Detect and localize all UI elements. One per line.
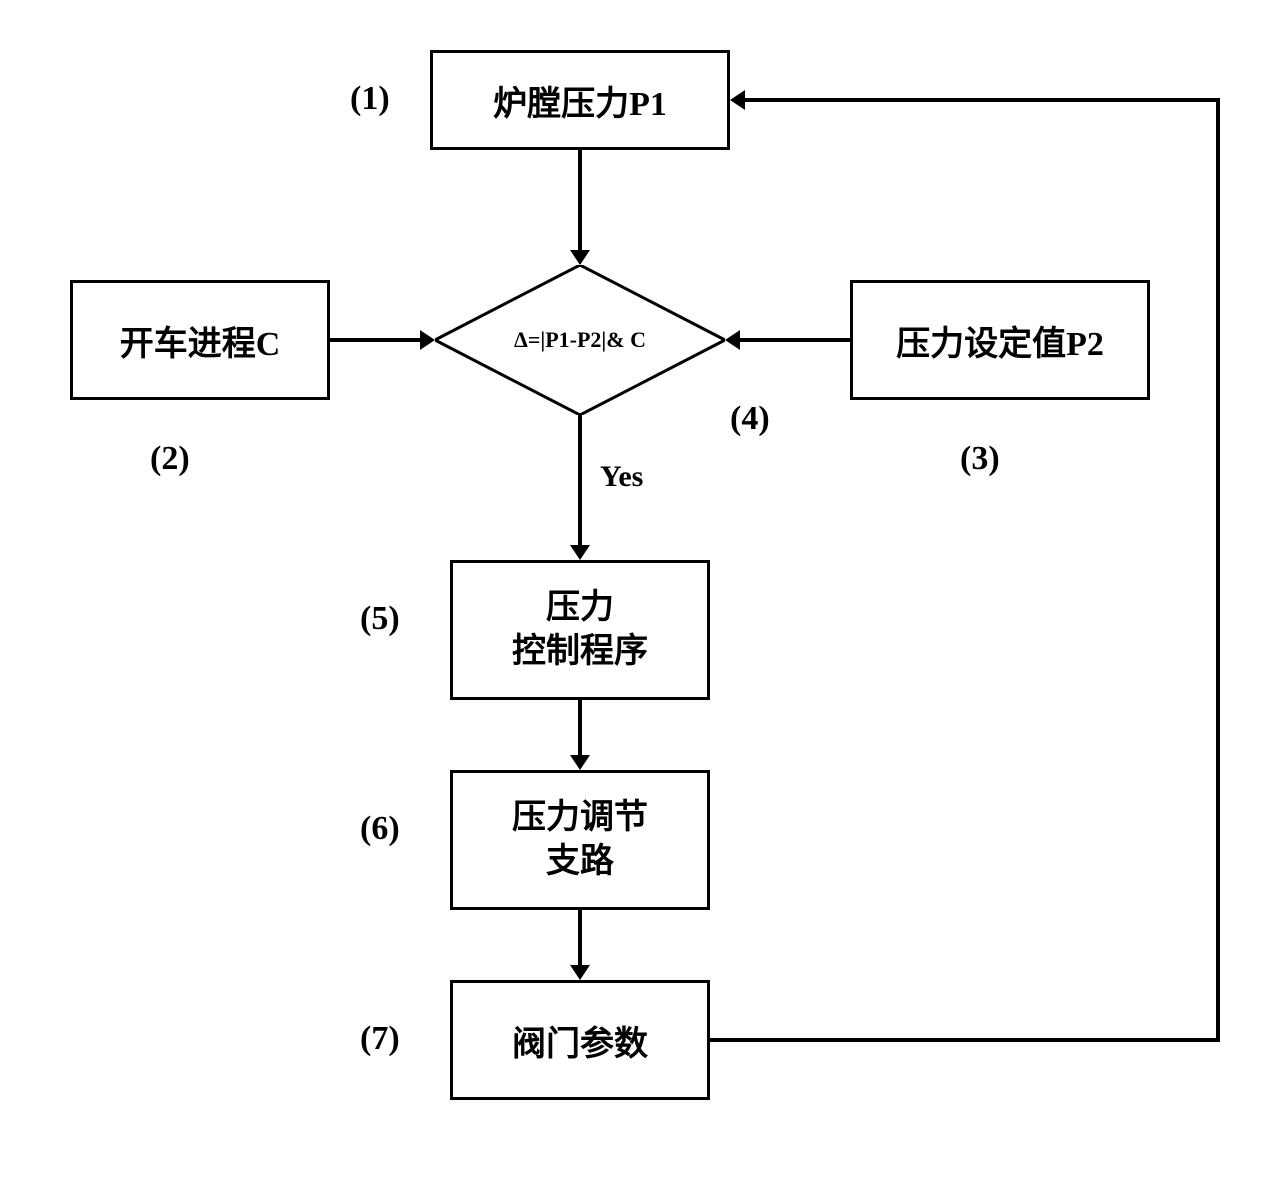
- edge-n5-n6: [578, 700, 582, 755]
- node-furnace-pressure: 炉膛压力P1: [430, 50, 730, 150]
- node-text: Δ=|P1-P2|& C: [514, 327, 646, 353]
- label-3: (3): [960, 440, 1000, 478]
- edge-n3-n4: [740, 338, 850, 342]
- node-text: 炉膛压力P1: [493, 76, 667, 125]
- node-decision: Δ=|P1-P2|& C: [435, 265, 725, 415]
- arrowhead-icon: [570, 545, 590, 560]
- edge-n6-n7: [578, 910, 582, 965]
- arrowhead-icon: [420, 330, 435, 350]
- arrowhead-icon: [570, 965, 590, 980]
- edge-n7-n1-v: [1216, 98, 1220, 1042]
- arrowhead-icon: [725, 330, 740, 350]
- node-pressure-control-program: 压力 控制程序: [450, 560, 710, 700]
- node-text: 阀门参数: [512, 1016, 648, 1065]
- label-5: (5): [360, 600, 400, 638]
- node-text: 开车进程C: [120, 316, 281, 365]
- node-startup-process: 开车进程C: [70, 280, 330, 400]
- node-valve-parameters: 阀门参数: [450, 980, 710, 1100]
- edge-n4-n5: [578, 415, 582, 545]
- node-pressure-regulation-branch: 压力调节 支路: [450, 770, 710, 910]
- arrowhead-icon: [570, 755, 590, 770]
- node-text: 压力设定值P2: [896, 316, 1104, 365]
- label-7: (7): [360, 1020, 400, 1058]
- node-text: 压力调节 支路: [512, 796, 648, 884]
- edge-n1-n4: [578, 150, 582, 250]
- label-1: (1): [350, 80, 390, 118]
- node-pressure-setpoint: 压力设定值P2: [850, 280, 1150, 400]
- node-text: 压力 控制程序: [512, 586, 648, 674]
- arrowhead-icon: [570, 250, 590, 265]
- label-4: (4): [730, 400, 770, 438]
- label-2: (2): [150, 440, 190, 478]
- edge-n2-n4: [330, 338, 420, 342]
- edge-n7-n1-h1: [710, 1038, 1220, 1042]
- yes-label: Yes: [600, 460, 643, 494]
- edge-n7-n1-h2: [745, 98, 1220, 102]
- label-6: (6): [360, 810, 400, 848]
- arrowhead-icon: [730, 90, 745, 110]
